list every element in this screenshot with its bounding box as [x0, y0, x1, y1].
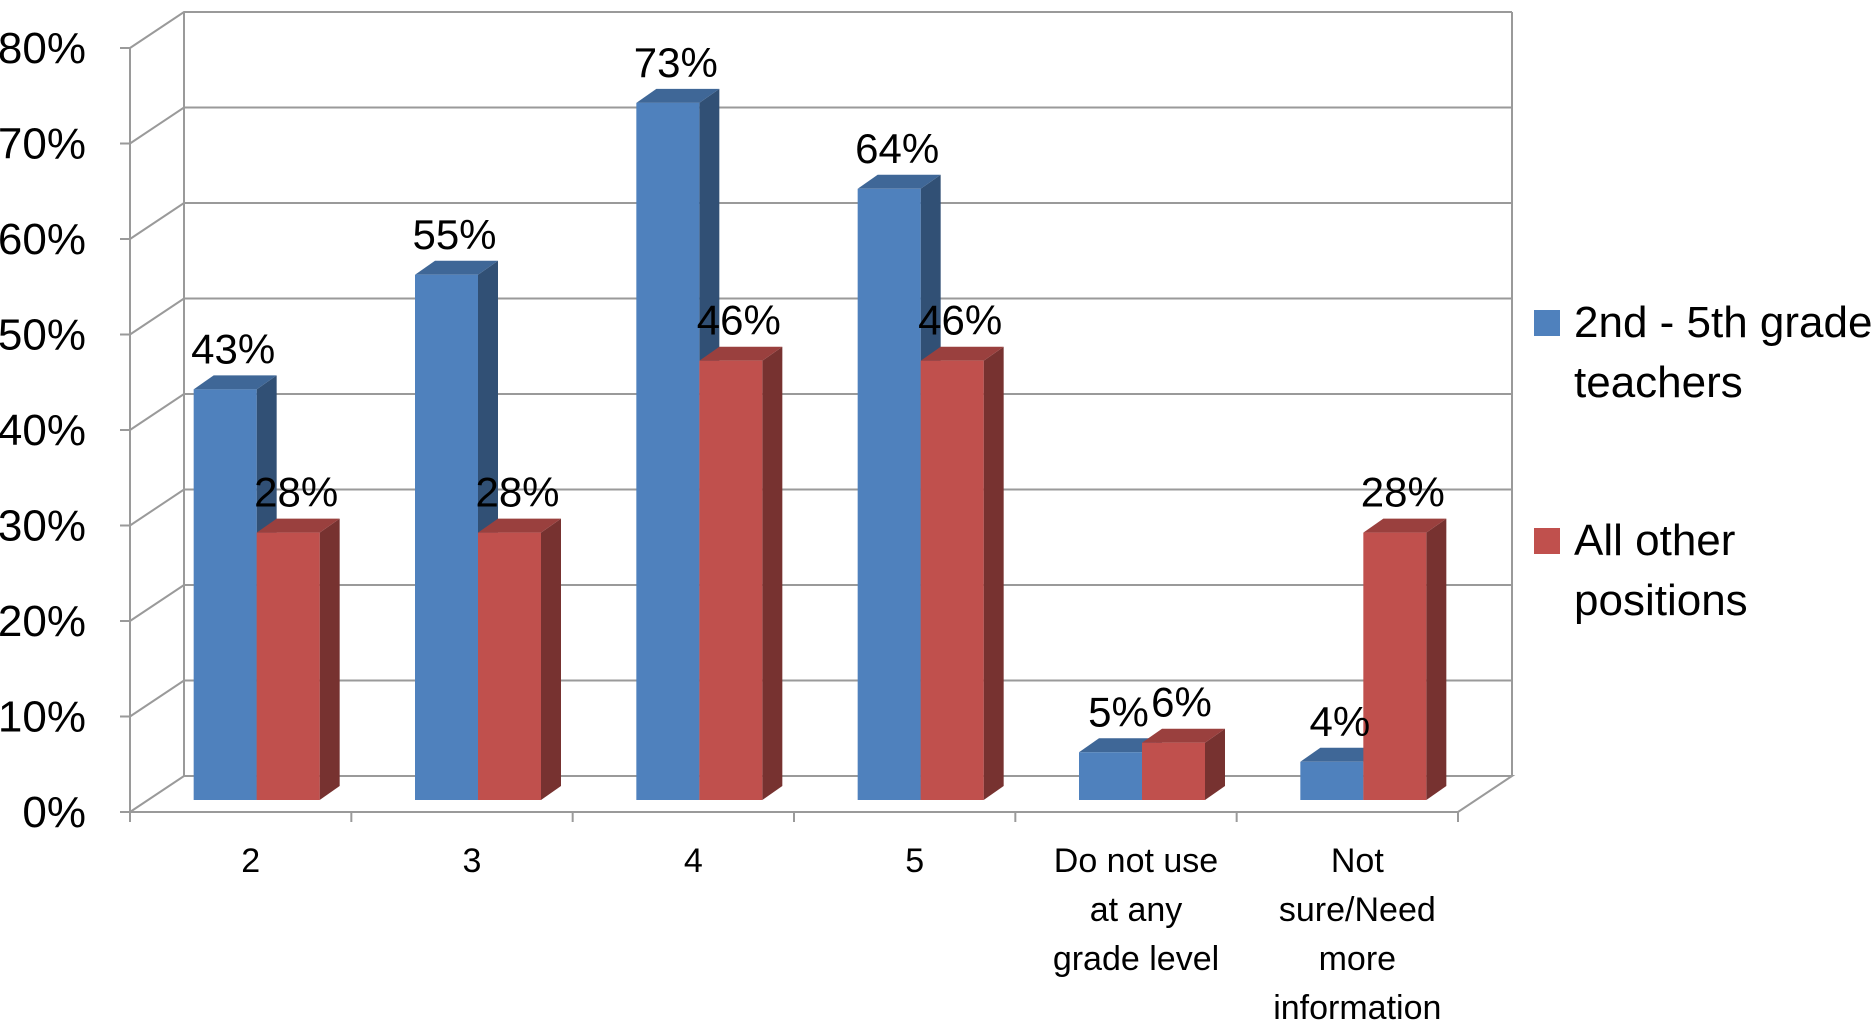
bar-side	[1426, 518, 1447, 800]
bar-top	[699, 346, 783, 361]
gridline	[129, 297, 1512, 336]
bar-front	[1142, 742, 1205, 800]
x-tick-label: Not	[1331, 842, 1384, 880]
gridline	[129, 393, 1512, 431]
bar-top	[1300, 747, 1384, 762]
data-label: 46%	[918, 297, 1002, 344]
bar	[699, 346, 783, 800]
legend: 2nd - 5th grade teachers All other position…	[1534, 298, 1872, 625]
data-label: 43%	[191, 325, 275, 372]
legend-label: All other	[1574, 516, 1735, 565]
x-tick-label: Do not use	[1054, 842, 1218, 880]
bar-side	[762, 346, 783, 800]
x-tick-label: information	[1273, 989, 1441, 1023]
bar-front	[857, 188, 921, 801]
gridline	[129, 488, 1512, 527]
y-tick-label: 60%	[0, 215, 86, 264]
bar-front	[1300, 761, 1364, 800]
y-tick-label: 0%	[22, 788, 86, 837]
bar-front	[256, 532, 320, 800]
data-label: 55%	[412, 211, 496, 258]
bar-side	[541, 518, 561, 800]
bar-front	[920, 360, 984, 800]
data-labels: 43% 28% 55% 28% 73% 46% 64% 46% 5% 6% 4% 28%	[191, 39, 1445, 745]
legend-swatch	[1534, 528, 1560, 554]
bar-side	[319, 518, 340, 800]
y-tick-label: 40%	[0, 406, 86, 455]
bar-top	[415, 260, 498, 275]
x-tick-label: sure/Need	[1279, 891, 1436, 929]
gridline	[129, 679, 1512, 718]
gridline	[129, 584, 1512, 622]
bar-front	[699, 360, 763, 800]
bar-front	[193, 389, 257, 800]
x-axis: 2 3 4 5 Do not use at any grade level Not sure/N…	[129, 812, 1459, 1027]
bar-top	[1079, 738, 1162, 753]
x-tick-label: at any	[1090, 891, 1183, 929]
bar-side	[1205, 728, 1225, 800]
legend-label: 2nd - 5th grade	[1574, 298, 1872, 347]
bar-top	[193, 375, 277, 390]
y-axis-ticks: 0% 10% 20% 30% 40% 50% 60% 70% 80%	[0, 24, 130, 837]
bar	[256, 518, 340, 800]
bars	[193, 88, 1447, 801]
bar-top	[478, 518, 561, 533]
bar-top	[1363, 518, 1447, 533]
data-label: 28%	[475, 469, 559, 516]
data-label: 28%	[254, 469, 338, 516]
bar	[1363, 518, 1447, 800]
bar-side	[983, 346, 1004, 800]
bar-top	[636, 88, 720, 103]
legend-swatch	[1534, 310, 1560, 336]
bar	[857, 174, 941, 801]
data-label: 4%	[1309, 698, 1370, 745]
y-tick-label: 70%	[0, 120, 86, 169]
x-tick-label: 5	[905, 842, 924, 880]
data-label: 28%	[1361, 469, 1445, 516]
bar-front	[636, 102, 700, 801]
bar	[478, 518, 561, 800]
x-tick-label: more	[1319, 940, 1396, 978]
y-tick-label: 80%	[0, 24, 86, 73]
bar-top	[920, 346, 1004, 361]
data-label: 73%	[634, 39, 718, 86]
y-tick-label: 30%	[0, 502, 86, 551]
x-tick-label: grade level	[1053, 940, 1219, 978]
bar-top	[1142, 728, 1225, 743]
bar	[1142, 728, 1225, 800]
data-label: 46%	[697, 297, 781, 344]
data-label: 64%	[855, 125, 939, 172]
bar-front	[1363, 532, 1427, 800]
bar-front	[478, 532, 541, 800]
x-tick-label: 2	[241, 842, 260, 880]
data-label: 6%	[1151, 679, 1212, 726]
x-tick-label: 3	[463, 842, 482, 880]
bar-top	[256, 518, 340, 533]
y-tick-label: 50%	[0, 311, 86, 360]
bar	[920, 346, 1004, 800]
data-label: 5%	[1088, 688, 1149, 735]
y-tick-label: 20%	[0, 597, 86, 646]
bar-top	[857, 174, 941, 189]
gridline	[129, 202, 1512, 240]
bar-front	[1079, 752, 1142, 800]
legend-label: teachers	[1574, 358, 1743, 407]
legend-label: positions	[1574, 576, 1748, 625]
gridlines	[129, 11, 1512, 718]
gridline	[129, 106, 1512, 145]
bar-front	[415, 274, 478, 800]
gridline	[129, 11, 1512, 49]
y-tick-label: 10%	[0, 693, 86, 742]
x-tick-label: 4	[684, 842, 703, 880]
